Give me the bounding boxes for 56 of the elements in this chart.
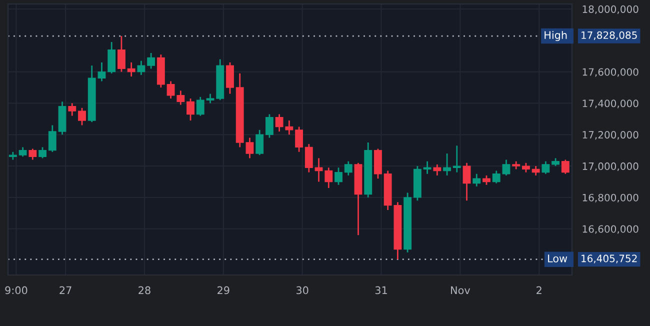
candlestick	[492, 170, 500, 184]
candlestick	[226, 62, 234, 95]
candlestick	[256, 129, 264, 156]
candlestick	[38, 146, 46, 159]
x-tick-label: 28	[138, 286, 150, 294]
x-tick-label: 29	[218, 286, 230, 294]
ref-line-label: High	[544, 30, 567, 42]
candlestick	[18, 146, 27, 158]
y-tick-label: 16,800,000	[582, 194, 638, 202]
candlestick	[334, 166, 342, 186]
x-tick-label: 31	[375, 286, 387, 294]
candlestick	[117, 35, 126, 73]
candlestick	[68, 102, 76, 116]
candlestick	[304, 143, 313, 174]
candlestick	[542, 160, 550, 175]
x-tick-label: 27	[60, 286, 72, 294]
candlestick	[48, 124, 56, 153]
candlestick	[532, 165, 540, 176]
text: 16,405,752	[582, 254, 637, 264]
y-tick-label: 16,600,000	[582, 225, 638, 234]
candlestick	[502, 159, 510, 176]
candlestick	[295, 126, 304, 153]
y-tick-label: 18,000,000	[582, 5, 638, 14]
x-tick-label: 9:00	[5, 286, 28, 294]
ref-line-label: Low	[548, 254, 568, 262]
candlestick	[561, 159, 570, 175]
candlestick	[137, 60, 146, 76]
candlestick	[196, 96, 204, 116]
x-tick-label: 30	[296, 286, 308, 294]
candlestick	[443, 152, 451, 176]
y-tick-label: 17,200,000	[582, 131, 638, 140]
text: 17,828,085	[582, 31, 637, 40]
candlestick	[374, 148, 382, 180]
candlestick	[186, 98, 194, 122]
candlestick	[78, 107, 86, 126]
candlestick	[28, 148, 37, 160]
x-tick-label: Nov	[451, 286, 470, 294]
candlestick	[344, 160, 352, 176]
candlestick	[472, 173, 481, 188]
candlestick	[423, 160, 432, 175]
y-tick-label: 17,400,000	[582, 100, 638, 108]
y-tick-label: 17,000,000	[582, 162, 638, 171]
y-tick-label: 17,600,000	[582, 68, 638, 77]
candlestick	[522, 162, 530, 174]
candlestick	[324, 166, 333, 189]
x-tick-label: 2	[536, 286, 542, 294]
candlestick	[147, 52, 156, 70]
candlestick	[127, 62, 136, 78]
candlestick	[108, 41, 116, 74]
candlestick	[98, 62, 106, 82]
candlestick	[206, 93, 214, 104]
candlestick	[462, 162, 471, 202]
candlestick	[482, 174, 490, 186]
candlestick	[452, 144, 461, 174]
candlestick	[265, 114, 274, 138]
candlestick	[433, 164, 442, 176]
